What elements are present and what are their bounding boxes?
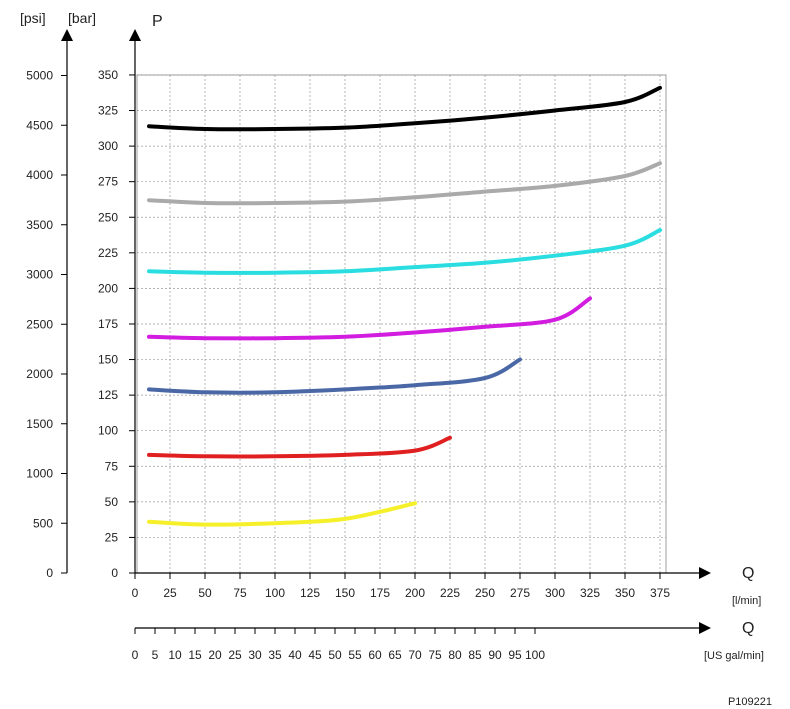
series-line-2 <box>147 161 662 206</box>
lmin-tick-label: 150 <box>335 586 355 600</box>
gal-tick-label: 100 <box>525 648 545 662</box>
gal-tick-label: 30 <box>248 648 262 662</box>
bar-tick-label: 125 <box>98 388 118 402</box>
gal-tick-label: 20 <box>208 648 222 662</box>
gal-ticks: 0 5 10 15 20 25 30 35 40 45 50 55 60 65 70 75 80 85 90 95 10… <box>132 628 545 662</box>
bar-tick-label: 150 <box>98 353 118 367</box>
flow-gal-axis-title: Q <box>742 620 754 637</box>
gal-tick-label: 85 <box>468 648 482 662</box>
gal-tick-label: 45 <box>308 648 322 662</box>
lmin-tick-label: 325 <box>580 586 600 600</box>
psi-tick-label: 3500 <box>26 218 53 232</box>
bar-tick-label: 175 <box>98 317 118 331</box>
bar-unit-label: [bar] <box>68 10 96 26</box>
gal-tick-label: 10 <box>168 648 182 662</box>
gal-tick-label: 60 <box>368 648 382 662</box>
psi-tick-label: 4500 <box>26 118 53 132</box>
series-line-3 <box>147 228 662 275</box>
lmin-tick-label: 350 <box>615 586 635 600</box>
psi-tick-label: 2500 <box>26 317 53 331</box>
gal-tick-label: 80 <box>448 648 462 662</box>
psi-tick-label: 3000 <box>26 268 53 282</box>
gal-tick-label: 65 <box>388 648 402 662</box>
bar-tick-label: 325 <box>98 104 118 118</box>
grid <box>137 74 666 573</box>
bar-tick-label: 300 <box>98 139 118 153</box>
lmin-tick-label: 175 <box>370 586 390 600</box>
lmin-tick-label: 375 <box>650 586 670 600</box>
gal-tick-label: 35 <box>268 648 282 662</box>
psi-tick-label: 2000 <box>26 367 53 381</box>
series-line-6 <box>147 435 452 459</box>
lmin-tick-label: 75 <box>233 586 247 600</box>
psi-tick-label: 1500 <box>26 417 53 431</box>
gal-tick-label: 75 <box>428 648 442 662</box>
bar-tick-label: 250 <box>98 210 118 224</box>
pressure-axis-title: P <box>152 13 163 30</box>
series-line-1 <box>147 85 662 132</box>
lmin-tick-label: 125 <box>300 586 320 600</box>
gal-tick-label: 55 <box>348 648 362 662</box>
lmin-tick-label: 50 <box>198 586 212 600</box>
lmin-tick-label: 225 <box>440 586 460 600</box>
psi-tick-label: 4000 <box>26 168 53 182</box>
lmin-tick-label: 250 <box>475 586 495 600</box>
bar-ticks: 0 25 50 75 100 125 150 175 200 225 250 275 300 325 350 <box>98 68 135 580</box>
psi-tick-label: 5000 <box>26 69 53 83</box>
psi-ticks: 0 500 1000 1500 2000 2500 3000 3500 4000 4500 5000 <box>26 69 67 580</box>
lmin-tick-label: 25 <box>163 586 177 600</box>
gal-tick-label: 95 <box>508 648 522 662</box>
series-line-4 <box>147 296 592 341</box>
psi-tick-label: 500 <box>33 516 53 530</box>
gal-tick-label: 5 <box>152 648 159 662</box>
gal-tick-label: 40 <box>288 648 302 662</box>
series-line-7 <box>147 501 417 527</box>
reference-code: P109221 <box>728 696 772 708</box>
psi-tick-label: 1000 <box>26 467 53 481</box>
lmin-tick-label: 100 <box>265 586 285 600</box>
bar-tick-label: 275 <box>98 175 118 189</box>
bar-tick-label: 350 <box>98 68 118 82</box>
gal-unit-label: [US gal/min] <box>704 650 764 662</box>
bar-tick-label: 100 <box>98 424 118 438</box>
series-line-5 <box>147 357 522 395</box>
lmin-tick-label: 300 <box>545 586 565 600</box>
gal-tick-label: 90 <box>488 648 502 662</box>
flow-axis-title: Q <box>742 565 754 582</box>
gal-tick-label: 70 <box>408 648 422 662</box>
lmin-tick-label: 275 <box>510 586 530 600</box>
bar-tick-label: 200 <box>98 281 118 295</box>
bar-tick-label: 0 <box>111 566 118 580</box>
lmin-tick-label: 0 <box>132 586 139 600</box>
bar-tick-label: 50 <box>105 495 119 509</box>
gal-tick-label: 50 <box>328 648 342 662</box>
bar-tick-label: 25 <box>105 530 119 544</box>
gal-tick-label: 0 <box>132 648 139 662</box>
psi-unit-label: [psi] <box>20 10 46 26</box>
lmin-tick-label: 200 <box>405 586 425 600</box>
gal-tick-label: 15 <box>188 648 202 662</box>
lmin-unit-label: [l/min] <box>732 595 761 607</box>
gal-tick-label: 25 <box>228 648 242 662</box>
bar-tick-label: 225 <box>98 246 118 260</box>
series-group <box>147 85 662 527</box>
bar-tick-label: 75 <box>105 459 119 473</box>
lmin-ticks: 0 25 50 75 100 125 150 175 200 225 250 275 300 325 350… <box>132 573 670 600</box>
psi-tick-label: 0 <box>46 566 53 580</box>
